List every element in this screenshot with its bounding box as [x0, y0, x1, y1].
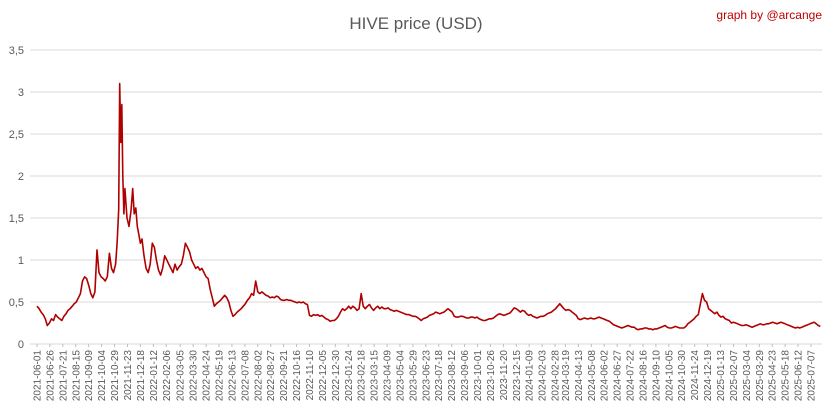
x-tick-label: 2023-08-12	[447, 350, 458, 402]
x-tick-label: 2023-05-29	[408, 350, 419, 402]
x-tick-label: 2021-09-09	[84, 350, 95, 402]
x-tick-label: 2022-03-05	[176, 350, 187, 402]
x-tick-label: 2025-03-04	[742, 350, 753, 402]
x-tick-label: 2021-12-18	[136, 350, 147, 402]
x-tick-label: 2021-06-01	[33, 350, 44, 402]
x-tick-label: 2022-01-12	[149, 350, 160, 402]
x-tick-label: 2023-09-06	[460, 350, 471, 402]
x-tick-label: 2022-09-21	[279, 350, 290, 402]
x-tick-label: 2022-07-08	[240, 350, 251, 402]
x-tick-label: 2024-08-16	[638, 350, 649, 402]
x-tick-label: 2021-07-21	[58, 350, 69, 402]
x-tick-label: 2022-05-19	[214, 350, 225, 402]
x-tick-label: 2024-10-05	[664, 350, 675, 402]
y-tick-label: 2	[18, 171, 24, 183]
x-tick-label: 2022-12-30	[331, 350, 342, 402]
x-tick-label: 2024-05-08	[587, 350, 598, 402]
x-tick-label: 2023-10-01	[473, 350, 484, 402]
x-axis-ticks: 2021-06-01 2021-06-26 2021-07-21 2021-08-15…	[33, 344, 818, 401]
y-tick-label: 3,5	[9, 45, 24, 57]
x-tick-label: 2024-09-10	[651, 350, 662, 402]
x-tick-label: 2024-10-30	[677, 350, 688, 402]
x-tick-label: 2024-06-27	[613, 350, 624, 402]
x-tick-label: 2021-10-04	[97, 350, 108, 402]
x-tick-label: 2022-12-05	[318, 350, 329, 402]
y-tick-label: 0	[18, 339, 24, 351]
x-tick-label: 2022-03-30	[189, 350, 200, 402]
x-tick-label: 2023-12-15	[512, 350, 523, 402]
x-tick-label: 2025-07-07	[807, 350, 818, 402]
credit-text: graph by @arcange	[716, 8, 822, 22]
x-tick-label: 2025-01-13	[716, 350, 727, 402]
x-tick-label: 2022-08-02	[253, 350, 264, 402]
x-tick-label: 2022-06-13	[227, 350, 238, 402]
x-tick-label: 2023-07-18	[434, 350, 445, 402]
x-tick-label: 2025-02-07	[729, 350, 740, 402]
x-tick-label: 2021-10-29	[110, 350, 121, 402]
y-axis-ticks: 0 0,5 1 1,5 2 2,5 3 3,5	[9, 45, 24, 351]
y-tick-label: 0,5	[9, 297, 24, 309]
x-tick-label: 2023-10-26	[486, 350, 497, 402]
y-tick-label: 2,5	[9, 129, 24, 141]
x-tick-label: 2024-07-22	[626, 350, 637, 402]
x-tick-label: 2024-04-13	[574, 350, 585, 402]
x-tick-label: 2022-11-10	[305, 350, 316, 401]
x-tick-label: 2024-06-02	[600, 350, 611, 402]
x-tick-label: 2023-06-23	[421, 350, 432, 402]
x-tick-label: 2022-10-16	[292, 350, 303, 402]
x-tick-label: 2023-01-24	[344, 350, 355, 402]
x-tick-label: 2023-11-20	[499, 350, 510, 401]
series-group	[36, 82, 821, 331]
x-tick-label: 2024-02-28	[551, 350, 562, 402]
x-tick-label: 2024-02-03	[538, 350, 549, 402]
y-tick-label: 1	[18, 255, 24, 267]
x-tick-label: 2025-03-29	[755, 350, 766, 402]
x-tick-label: 2022-04-24	[202, 350, 213, 402]
gridlines	[30, 49, 822, 345]
x-tick-label: 2023-02-18	[357, 350, 368, 402]
series-line	[36, 82, 821, 331]
x-tick-label: 2024-01-09	[525, 350, 536, 402]
x-tick-label: 2024-11-24	[690, 350, 701, 401]
x-tick-label: 2024-03-19	[561, 350, 572, 402]
y-tick-label: 1,5	[9, 213, 24, 225]
y-tick-label: 3	[18, 87, 24, 99]
x-tick-label: 2024-12-19	[703, 350, 714, 402]
x-tick-label: 2025-06-12	[794, 350, 805, 402]
x-tick-label: 2023-05-04	[395, 350, 406, 402]
x-tick-label: 2023-04-09	[383, 350, 394, 402]
x-tick-label: 2022-08-27	[266, 350, 277, 402]
x-tick-label: 2021-11-23	[123, 350, 134, 401]
x-tick-label: 2021-06-26	[45, 350, 56, 402]
x-tick-label: 2025-05-18	[781, 350, 792, 402]
x-tick-label: 2021-08-15	[71, 350, 82, 402]
chart-title: HIVE price (USD)	[349, 14, 482, 33]
x-tick-label: 2025-04-23	[768, 350, 779, 402]
x-tick-label: 2022-02-06	[162, 350, 173, 402]
x-tick-label: 2023-03-15	[370, 350, 381, 402]
